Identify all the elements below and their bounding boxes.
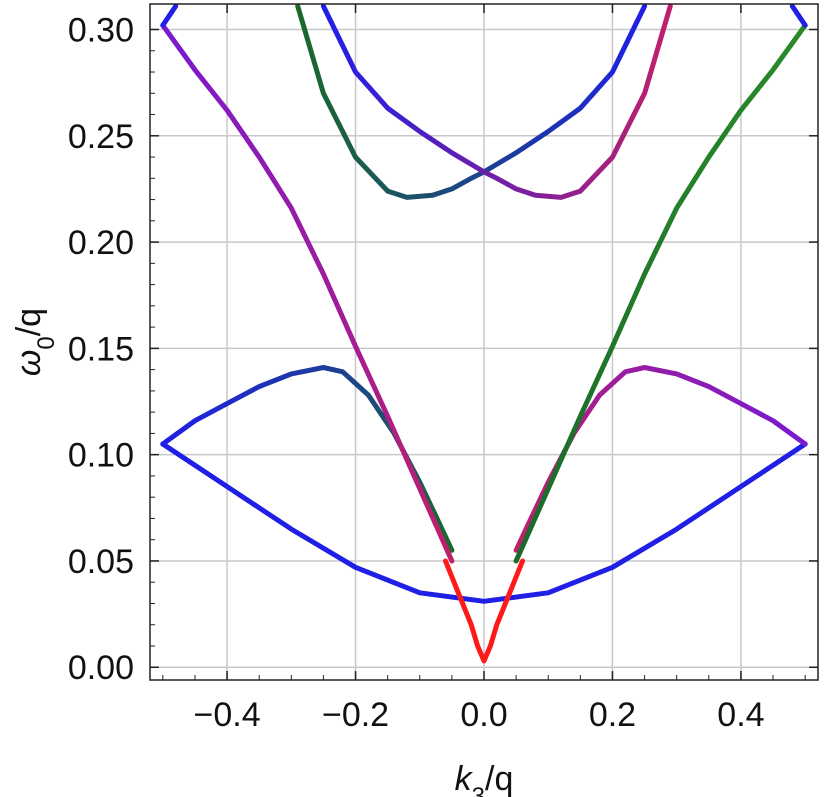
series-line-6: [320, 3, 673, 200]
x-axis-symbol: k: [455, 760, 474, 797]
y-tick-label: 0.15: [68, 330, 134, 368]
x-tick-label: −0.4: [194, 696, 261, 734]
y-tick-label: 0.05: [68, 543, 134, 581]
series-line-7: [443, 558, 525, 664]
series-line-5: [295, 3, 648, 200]
series-line-1: [160, 365, 455, 553]
series-line-2: [513, 365, 808, 553]
y-axis-symbol: ω: [10, 350, 48, 376]
x-axis-suffix: /q: [485, 760, 513, 797]
x-axis-title: k3/q: [455, 760, 514, 797]
series-line-4: [513, 22, 808, 564]
x-tick-label: 0.2: [589, 696, 636, 734]
series-layer: [160, 3, 808, 664]
grid-lines: [150, 4, 818, 680]
y-tick-label: 0.20: [68, 224, 134, 262]
series-line-3: [160, 22, 455, 564]
series-line-0: [160, 441, 808, 604]
tick-layer: −0.4 −0.2 0.0 0.2 0.4 0.00 0.05 0.10 0.15 0.20 0.2…: [68, 4, 818, 734]
y-tick-label: 0.25: [68, 118, 134, 156]
y-tick-label: 0.30: [68, 12, 134, 50]
x-tick-label: −0.2: [322, 696, 389, 734]
x-axis-subscript: 3: [472, 783, 485, 797]
x-tick-label: 0.4: [717, 696, 764, 734]
y-axis-subscript: 0: [33, 336, 60, 349]
series-line-8: [160, 3, 179, 28]
y-tick-label: 0.10: [68, 437, 134, 475]
y-axis-suffix: /q: [10, 308, 48, 336]
y-tick-label: 0.00: [68, 649, 134, 687]
y-axis-title: ω0/q: [10, 308, 60, 376]
series-line-9: [789, 3, 808, 28]
x-tick-label: 0.0: [460, 696, 507, 734]
